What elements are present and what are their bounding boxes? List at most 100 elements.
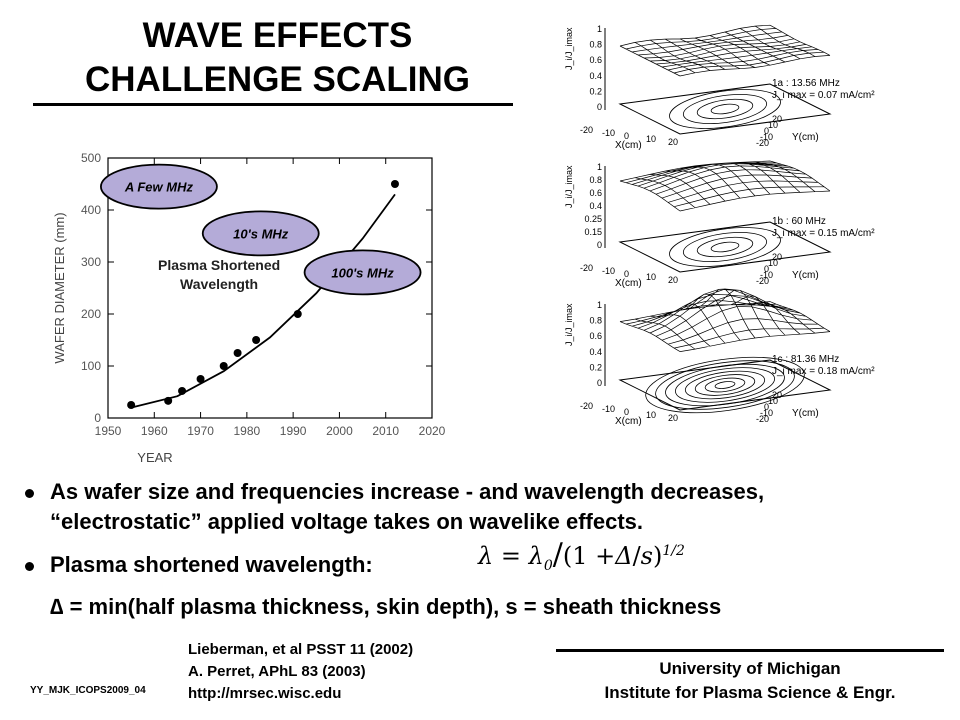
bullet-dot bbox=[25, 562, 34, 571]
y-tick-label: 0 bbox=[764, 126, 769, 136]
x-tick-label: 0 bbox=[624, 131, 629, 141]
contour-base bbox=[618, 221, 832, 273]
formula-lambda0-sub: 0 bbox=[543, 557, 553, 574]
y-tick-label: -10 bbox=[760, 270, 773, 280]
bullet-2-line1: Plasma shortened wavelength: bbox=[50, 552, 373, 577]
surface-mesh bbox=[619, 24, 831, 77]
wavelength-formula: λ = λ0/(1 +Δ/s)1/2 bbox=[478, 537, 685, 574]
z-tick-label: 0.4 bbox=[589, 201, 602, 211]
z-tick-label: 0 bbox=[597, 102, 602, 112]
data-point bbox=[219, 362, 228, 370]
contour-line bbox=[655, 360, 795, 410]
z-tick-label: 1 bbox=[597, 162, 602, 172]
surface-panel: J_i/J_imax 1 0.8 0.6 0.4 0.2 0 1c : 81.36 MHzJ_… bbox=[564, 288, 875, 427]
callout-label: 100's MHz bbox=[331, 265, 394, 280]
x-tick-label: 0 bbox=[624, 407, 629, 417]
formula-slash: / bbox=[632, 542, 641, 570]
y-tick-label: 500 bbox=[81, 151, 101, 165]
formula-open: (1 + bbox=[562, 542, 616, 570]
references: Lieberman, et al PSST 11 (2002) A. Perre… bbox=[188, 639, 413, 705]
y-axis-label: Y(cm) bbox=[792, 408, 819, 419]
x-axis-label: YEAR bbox=[137, 450, 172, 465]
surface-mesh bbox=[619, 288, 831, 352]
z-tick-label: 0 bbox=[597, 378, 602, 388]
y-axis-label: WAFER DIAMETER (mm) bbox=[52, 212, 67, 363]
z-tick-label: 0.4 bbox=[589, 71, 602, 81]
contour-line bbox=[665, 363, 785, 407]
y-tick-label: -20 bbox=[756, 414, 769, 424]
contour-line bbox=[696, 236, 754, 258]
y-tick-label: -10 bbox=[760, 408, 773, 418]
bullet-1-line2: “electrostatic” applied voltage takes on… bbox=[50, 509, 644, 534]
z-tick-label: 0.4 bbox=[589, 347, 602, 357]
x-tick-label: 2020 bbox=[419, 424, 446, 438]
x-tick-label: 0 bbox=[624, 269, 629, 279]
callout-ellipse bbox=[100, 163, 218, 210]
formula-s: s bbox=[640, 542, 653, 570]
y-tick-label: 400 bbox=[81, 203, 101, 217]
y-tick-label: 0 bbox=[94, 411, 101, 425]
contour-line bbox=[704, 377, 746, 393]
contour-line bbox=[694, 374, 756, 396]
reference-1: Lieberman, et al PSST 11 (2002) bbox=[188, 641, 414, 658]
panel-label: 1b : 60 MHz bbox=[772, 216, 826, 227]
z-tick-label: 0.6 bbox=[589, 331, 602, 341]
callout-ellipse bbox=[201, 210, 320, 257]
formula-exponent: 1/2 bbox=[662, 543, 685, 559]
contour-line bbox=[675, 367, 775, 403]
contour-line bbox=[710, 241, 740, 253]
trend-curve bbox=[130, 193, 396, 409]
title-underline bbox=[33, 103, 513, 106]
z-tick-label: 0.8 bbox=[589, 40, 602, 50]
z-tick-label: 0.6 bbox=[589, 188, 602, 198]
x-tick-label: 10 bbox=[646, 134, 656, 144]
contour-line bbox=[645, 356, 805, 414]
reference-3: http://mrsec.wisc.edu bbox=[188, 685, 342, 702]
z-tick-label: 0.2 bbox=[589, 86, 602, 96]
panel-jmax: J_i max = 0.15 mA/cm² bbox=[772, 228, 875, 239]
x-tick-label: 20 bbox=[668, 275, 678, 285]
z-tick-label: 0.15 bbox=[584, 227, 602, 237]
bullet-1-line1: As wafer size and frequencies increase -… bbox=[50, 479, 765, 504]
y-tick-label: 100 bbox=[81, 359, 101, 373]
x-tick-label: -20 bbox=[580, 125, 593, 135]
surface-panel: J_i/J_imax 1 0.8 0.6 0.4 0.25 0.15 0 1b : 60 MHz… bbox=[564, 160, 875, 289]
z-axis-label: J_i/J_imax bbox=[564, 27, 574, 70]
z-axis-label: J_i/J_imax bbox=[564, 165, 574, 208]
y-tick-label: -20 bbox=[756, 276, 769, 286]
contour-base bbox=[618, 356, 832, 414]
contour-line bbox=[710, 103, 740, 115]
university-name: University of Michigan Institute for Pla… bbox=[556, 657, 944, 705]
plot-frame bbox=[107, 157, 433, 419]
x-tick-label: 10 bbox=[646, 410, 656, 420]
z-tick-label: 0.8 bbox=[589, 175, 602, 185]
contour-line bbox=[696, 98, 754, 120]
callout-ellipse bbox=[303, 249, 422, 296]
y-tick-label: 20 bbox=[772, 114, 782, 124]
panel-jmax: J_i max = 0.18 mA/cm² bbox=[772, 366, 875, 377]
contour-line bbox=[714, 381, 736, 389]
data-point bbox=[252, 336, 261, 344]
y-tick-label: 10 bbox=[768, 120, 778, 130]
z-tick-label: 0.25 bbox=[584, 214, 602, 224]
delta-definition: ∆ = min(half plasma thickness, skin dept… bbox=[50, 594, 722, 619]
y-tick-label: 0 bbox=[764, 264, 769, 274]
callout-label: A Few MHz bbox=[124, 180, 194, 195]
formula-close: ) bbox=[653, 542, 663, 570]
y-tick-label: 0 bbox=[764, 402, 769, 412]
x-tick-label: 20 bbox=[668, 413, 678, 423]
contour-line bbox=[682, 94, 768, 124]
data-point bbox=[293, 310, 302, 318]
surface-mesh bbox=[619, 160, 831, 212]
slide-id: YY_MJK_ICOPS2009_04 bbox=[30, 685, 146, 696]
data-point bbox=[178, 386, 187, 395]
x-tick-label: 1970 bbox=[187, 424, 214, 438]
z-tick-label: 0.6 bbox=[589, 55, 602, 65]
z-tick-label: 0.2 bbox=[589, 362, 602, 372]
callout-label: 10's MHz bbox=[233, 226, 289, 241]
annotation-label: Plasma Shortened bbox=[158, 257, 280, 273]
y-axis-label: Y(cm) bbox=[792, 132, 819, 143]
contour-line bbox=[669, 227, 781, 267]
z-axis-label: J_i/J_imax bbox=[564, 303, 574, 346]
x-tick-label: 1950 bbox=[95, 424, 122, 438]
